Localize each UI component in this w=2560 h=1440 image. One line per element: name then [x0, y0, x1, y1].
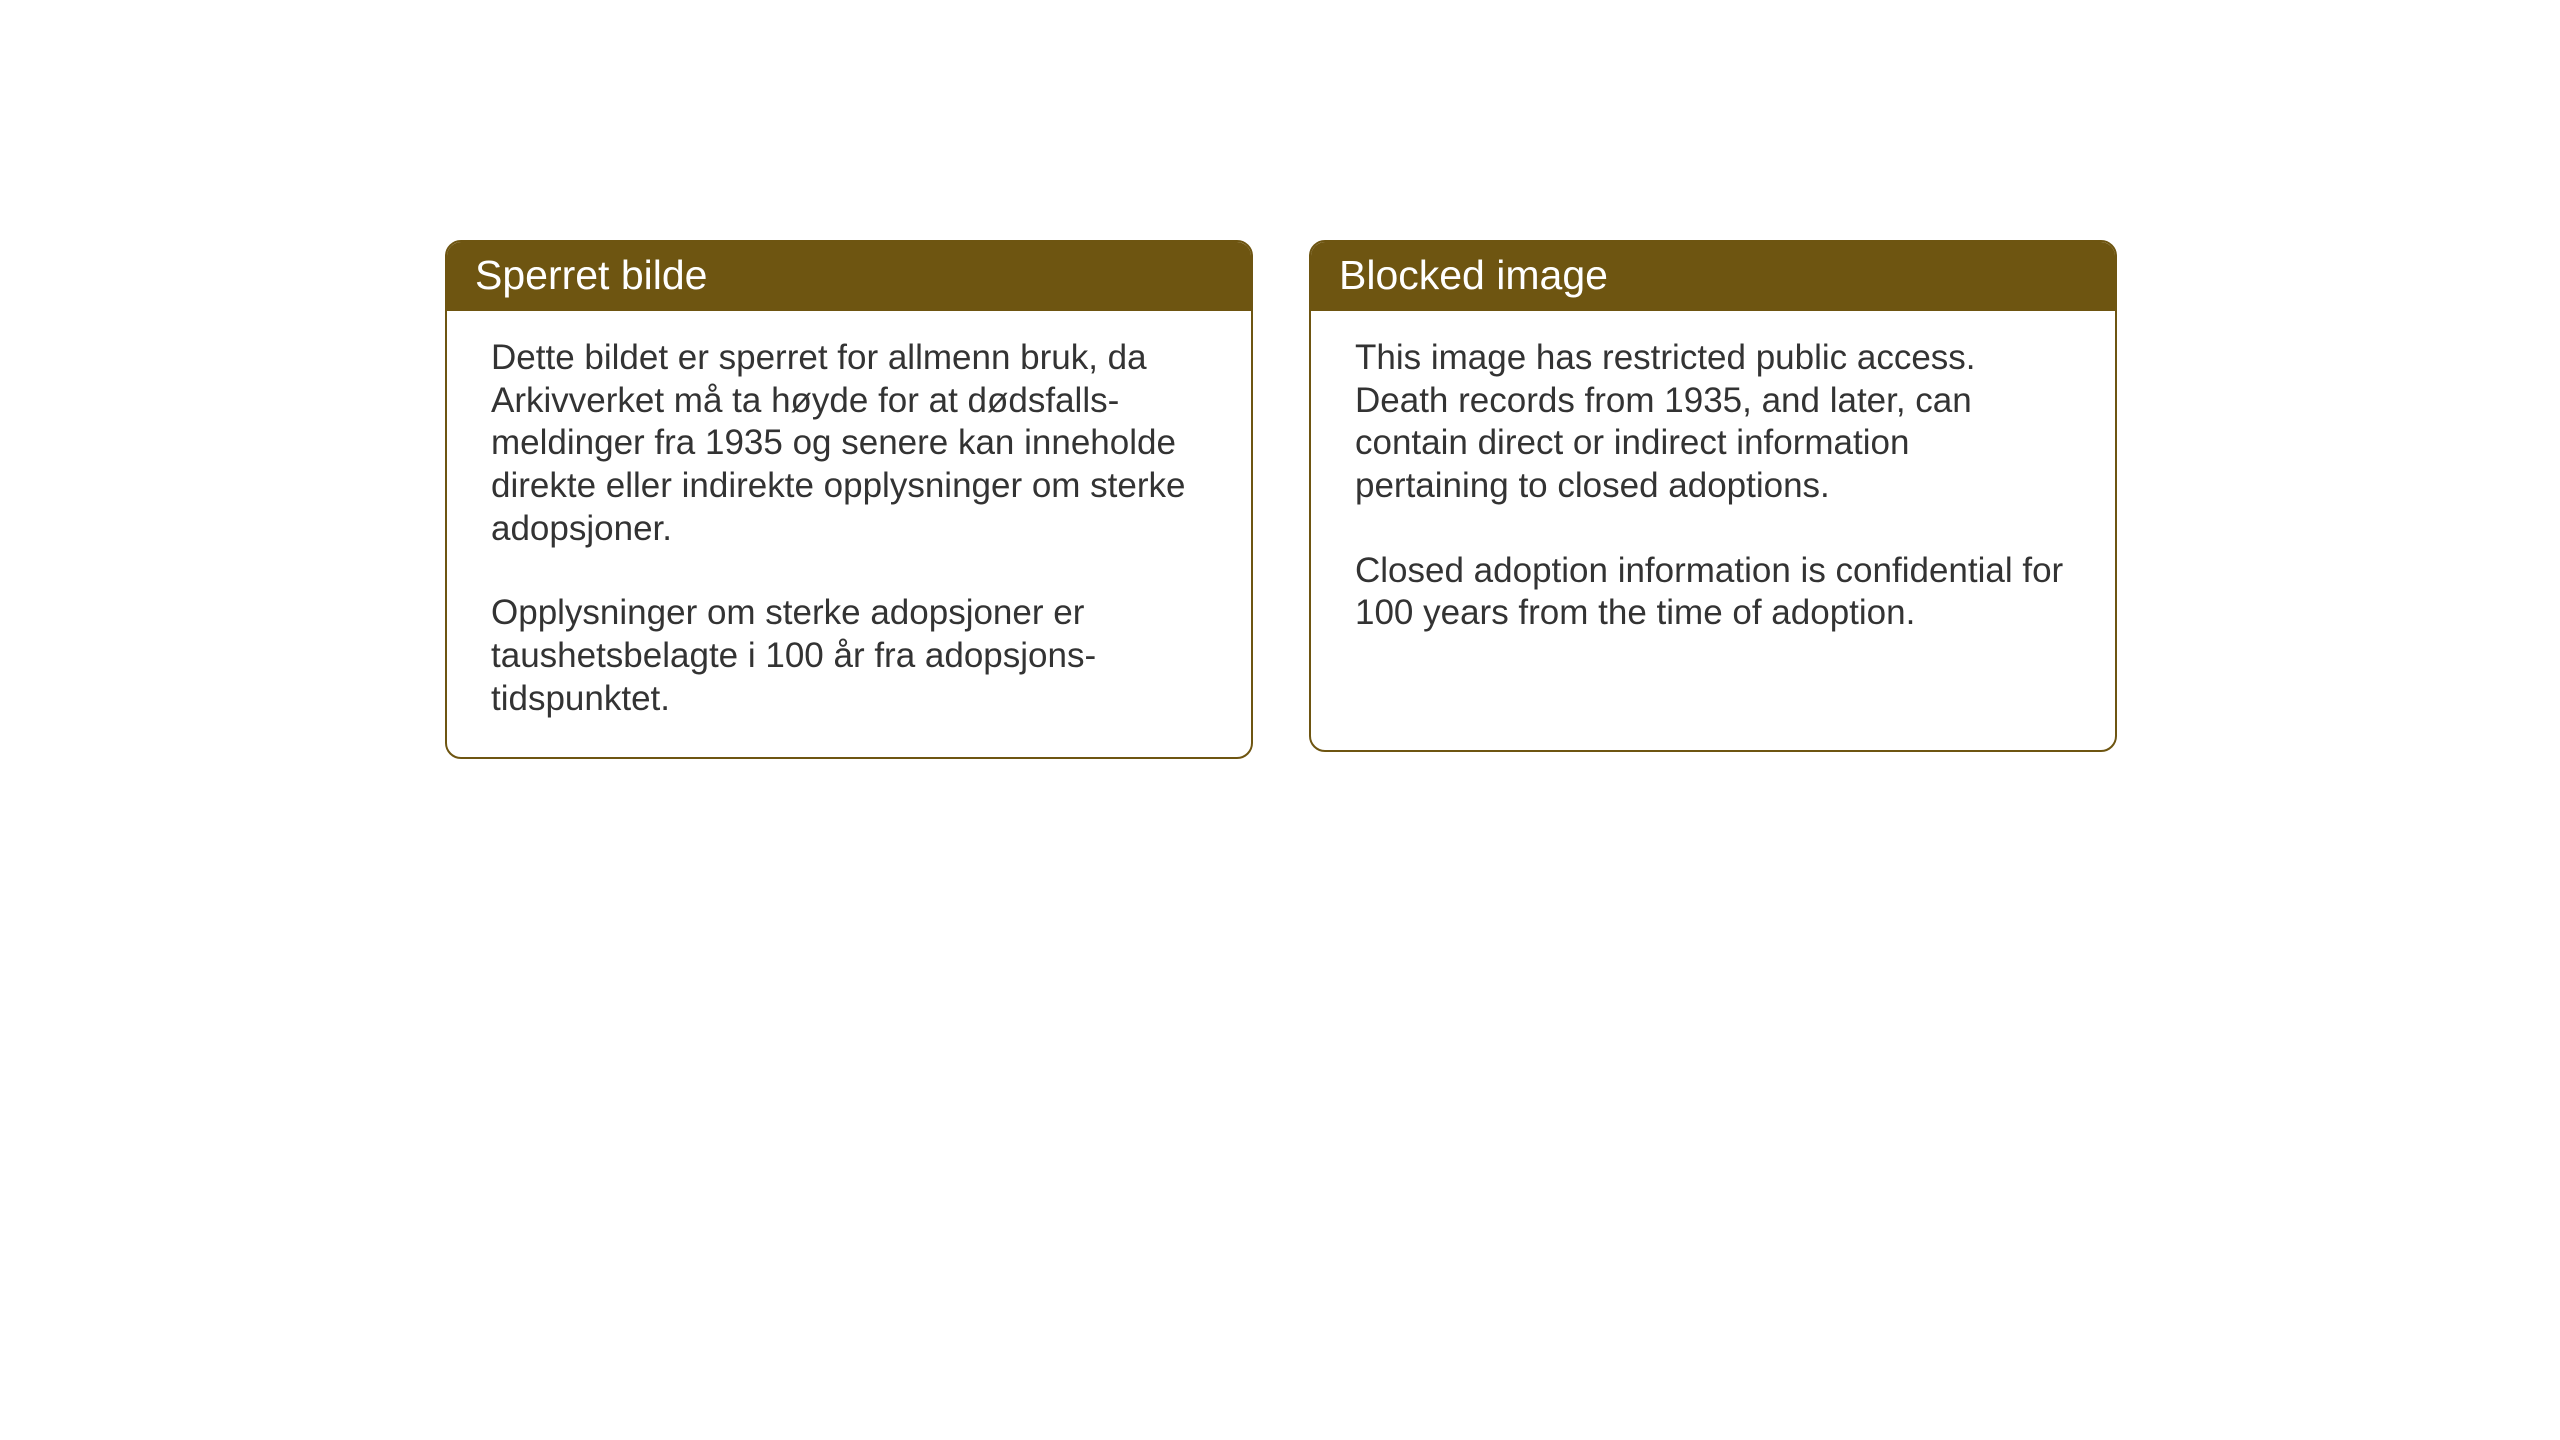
- card-body-english: This image has restricted public access.…: [1311, 311, 2115, 671]
- card-title-norwegian: Sperret bilde: [475, 252, 707, 298]
- card-title-english: Blocked image: [1339, 252, 1608, 298]
- blocked-image-card-norwegian: Sperret bilde Dette bildet er sperret fo…: [445, 240, 1253, 759]
- paragraph-2-english: Closed adoption information is confident…: [1355, 550, 2071, 635]
- card-body-norwegian: Dette bildet er sperret for allmenn bruk…: [447, 311, 1251, 757]
- paragraph-2-norwegian: Opplysninger om sterke adopsjoner er tau…: [491, 592, 1207, 720]
- paragraph-1-norwegian: Dette bildet er sperret for allmenn bruk…: [491, 337, 1207, 550]
- blocked-image-card-english: Blocked image This image has restricted …: [1309, 240, 2117, 752]
- notice-cards-container: Sperret bilde Dette bildet er sperret fo…: [445, 240, 2117, 759]
- card-header-english: Blocked image: [1311, 242, 2115, 311]
- card-header-norwegian: Sperret bilde: [447, 242, 1251, 311]
- paragraph-1-english: This image has restricted public access.…: [1355, 337, 2071, 508]
